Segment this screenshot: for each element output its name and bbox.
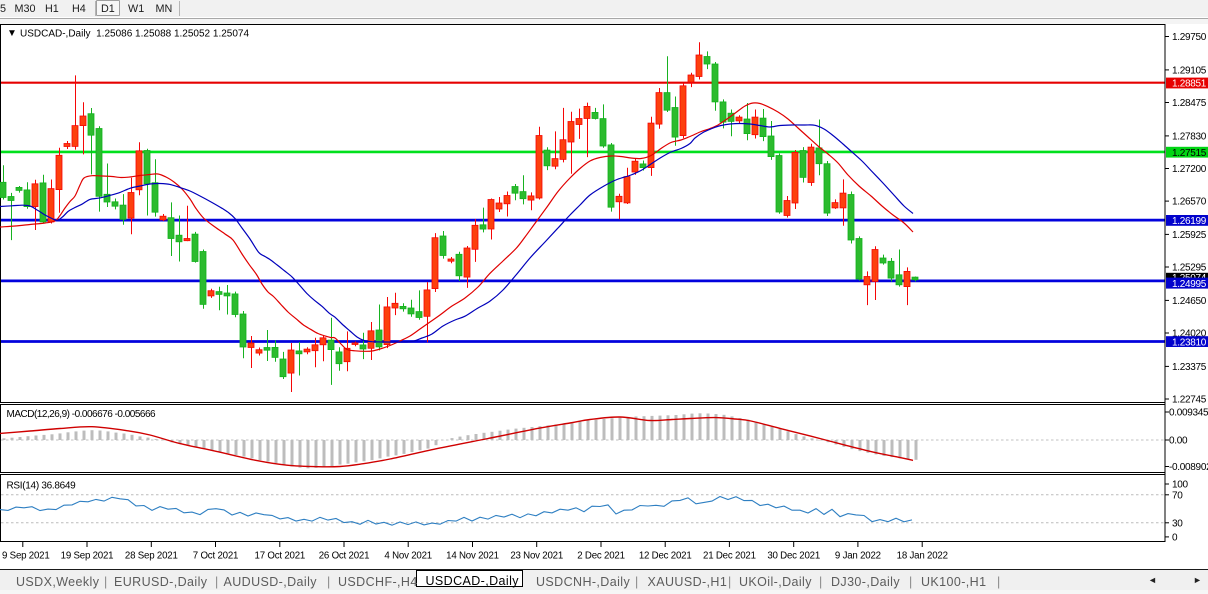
svg-text:30: 30 <box>1172 518 1183 529</box>
svg-text:12 Dec 2021: 12 Dec 2021 <box>639 551 692 562</box>
svg-text:-0.008902: -0.008902 <box>1169 462 1208 473</box>
svg-text:1.27200: 1.27200 <box>1172 164 1207 175</box>
svg-text:0: 0 <box>1172 532 1178 543</box>
svg-text:▼: ▼ <box>7 28 17 39</box>
svg-text:9 Jan 2022: 9 Jan 2022 <box>835 551 881 562</box>
svg-text:1.23375: 1.23375 <box>1172 362 1207 373</box>
svg-text:18 Jan 2022: 18 Jan 2022 <box>897 551 948 562</box>
svg-text:1.27830: 1.27830 <box>1172 131 1207 142</box>
svg-text:28 Sep 2021: 28 Sep 2021 <box>125 551 178 562</box>
svg-text:RSI(14) 36.8649: RSI(14) 36.8649 <box>7 481 77 492</box>
svg-text:1.29750: 1.29750 <box>1172 32 1207 43</box>
svg-text:1.28475: 1.28475 <box>1172 98 1207 109</box>
svg-text:1.23810: 1.23810 <box>1172 337 1207 348</box>
svg-text:0.009345: 0.009345 <box>1169 408 1208 419</box>
svg-text:14 Nov 2021: 14 Nov 2021 <box>446 551 499 562</box>
svg-text:1.25925: 1.25925 <box>1172 230 1207 241</box>
svg-text:MACD(12,26,9) -0.006676 -0.005: MACD(12,26,9) -0.006676 -0.005666 <box>7 409 157 420</box>
svg-text:9 Sep 2021: 9 Sep 2021 <box>2 551 50 562</box>
svg-text:1.22745: 1.22745 <box>1172 395 1207 406</box>
svg-text:2 Dec 2021: 2 Dec 2021 <box>577 551 625 562</box>
svg-text:1.25295: 1.25295 <box>1172 263 1207 274</box>
svg-text:17 Oct 2021: 17 Oct 2021 <box>255 551 306 562</box>
svg-text:100: 100 <box>1172 480 1189 491</box>
svg-text:1.29105: 1.29105 <box>1172 65 1207 76</box>
svg-text:19 Sep 2021: 19 Sep 2021 <box>61 551 114 562</box>
svg-text:1.26199: 1.26199 <box>1172 216 1207 227</box>
svg-text:1.24650: 1.24650 <box>1172 296 1207 307</box>
svg-text:1.24995: 1.24995 <box>1172 279 1207 290</box>
svg-text:30 Dec 2021: 30 Dec 2021 <box>767 551 820 562</box>
svg-text:1.27515: 1.27515 <box>1172 148 1207 159</box>
svg-text:7 Oct 2021: 7 Oct 2021 <box>193 551 238 562</box>
svg-text:21 Dec 2021: 21 Dec 2021 <box>703 551 756 562</box>
svg-text:0.00: 0.00 <box>1169 436 1188 447</box>
svg-text:1.24020: 1.24020 <box>1172 329 1207 340</box>
svg-text:1.26570: 1.26570 <box>1172 197 1207 208</box>
svg-text:70: 70 <box>1172 490 1183 501</box>
svg-text:26 Oct 2021: 26 Oct 2021 <box>319 551 370 562</box>
svg-text:23 Nov 2021: 23 Nov 2021 <box>510 551 563 562</box>
svg-text:1.28851: 1.28851 <box>1172 79 1207 90</box>
svg-text:USDCAD-,Daily 1.25086 1.25088: USDCAD-,Daily 1.25086 1.25088 1.25052 1.… <box>20 29 249 40</box>
svg-text:4 Nov 2021: 4 Nov 2021 <box>384 551 432 562</box>
